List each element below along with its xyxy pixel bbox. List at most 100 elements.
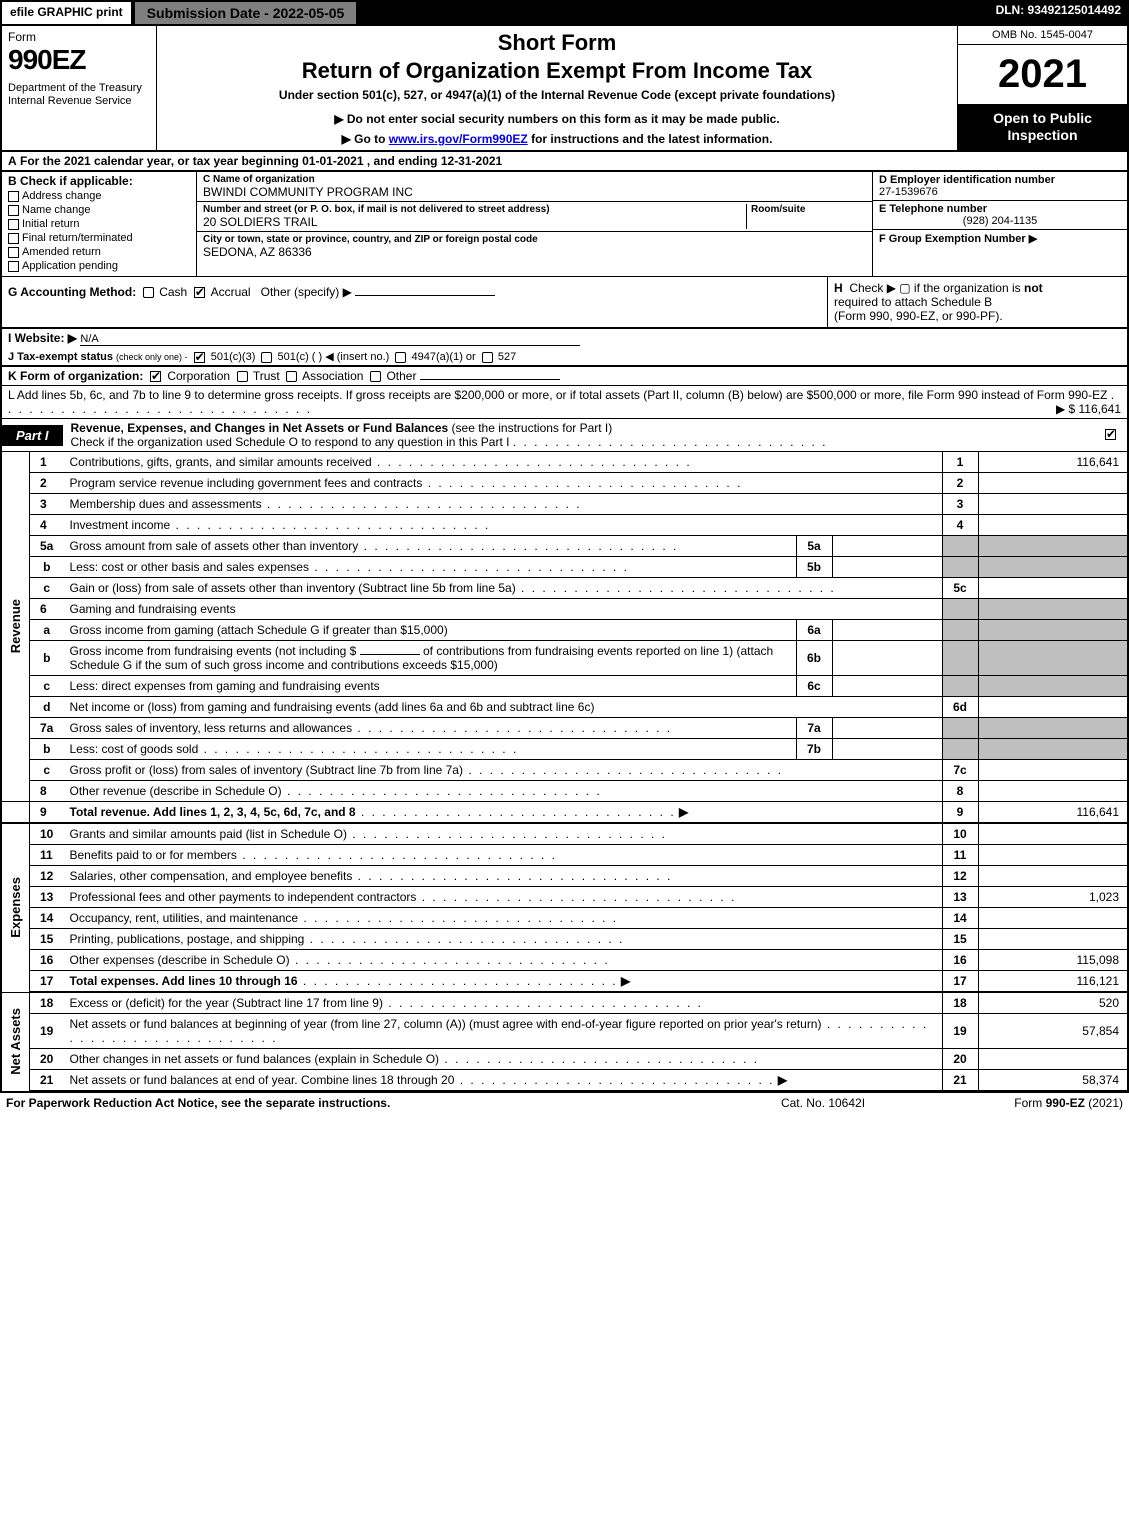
page-footer: For Paperwork Reduction Act Notice, see … bbox=[0, 1092, 1129, 1113]
line-rnum: 7c bbox=[942, 760, 978, 781]
line-13: 13 Professional fees and other payments … bbox=[1, 887, 1128, 908]
line-val: 116,641 bbox=[978, 802, 1128, 824]
line-num: 1 bbox=[30, 452, 64, 473]
line-7b: b Less: cost of goods sold 7b bbox=[1, 739, 1128, 760]
row-a-text: For the 2021 calendar year, or tax year … bbox=[20, 154, 502, 168]
efile-print-label[interactable]: efile GRAPHIC print bbox=[0, 0, 133, 26]
footer-form-bold: 990-EZ bbox=[1046, 1096, 1085, 1110]
chk-application-pending[interactable]: Application pending bbox=[8, 260, 190, 272]
line-rnum: 8 bbox=[942, 781, 978, 802]
header-right: OMB No. 1545-0047 2021 Open to Public In… bbox=[957, 26, 1127, 150]
line-num: 19 bbox=[30, 1014, 64, 1049]
part1-check-text: Check if the organization used Schedule … bbox=[71, 435, 510, 449]
line-val bbox=[978, 1049, 1128, 1070]
line-rnum: 9 bbox=[942, 802, 978, 824]
mini-label: 5b bbox=[796, 557, 832, 578]
g-other-blank[interactable] bbox=[355, 295, 495, 296]
chk-label: Amended return bbox=[22, 246, 101, 258]
checkbox-icon bbox=[8, 233, 19, 244]
line-val bbox=[978, 494, 1128, 515]
line-rnum: 12 bbox=[942, 866, 978, 887]
chk-initial-return[interactable]: Initial return bbox=[8, 218, 190, 230]
g-other: Other (specify) ▶ bbox=[261, 285, 352, 299]
row-h: H Check ▶ ▢ if the organization is not r… bbox=[827, 277, 1127, 327]
part1-tag: Part I bbox=[2, 425, 63, 446]
shade-cell bbox=[942, 641, 978, 676]
line-desc: Net income or (loss) from gaming and fun… bbox=[64, 697, 943, 718]
j-501c: 501(c) ( ) ◀ (insert no.) bbox=[278, 351, 390, 363]
line-rnum: 21 bbox=[942, 1070, 978, 1092]
org-addr-row: Number and street (or P. O. box, if mail… bbox=[197, 202, 872, 232]
line-val bbox=[978, 866, 1128, 887]
line-num: 16 bbox=[30, 950, 64, 971]
header-left: Form 990EZ Department of the Treasury In… bbox=[2, 26, 157, 150]
expenses-side-label: Expenses bbox=[1, 823, 30, 992]
line-20: 20 Other changes in net assets or fund b… bbox=[1, 1049, 1128, 1070]
checkbox-icon[interactable] bbox=[370, 371, 381, 382]
line-4: 4 Investment income 4 bbox=[1, 515, 1128, 536]
line-num: 3 bbox=[30, 494, 64, 515]
chk-address-change[interactable]: Address change bbox=[8, 190, 190, 202]
line-val: 57,854 bbox=[978, 1014, 1128, 1049]
header-mid: Short Form Return of Organization Exempt… bbox=[157, 26, 957, 150]
org-name-value: BWINDI COMMUNITY PROGRAM INC bbox=[203, 185, 866, 199]
line-6c: c Less: direct expenses from gaming and … bbox=[1, 676, 1128, 697]
line-num: 12 bbox=[30, 866, 64, 887]
line-rnum: 4 bbox=[942, 515, 978, 536]
part1-checkbox[interactable] bbox=[1097, 426, 1127, 444]
line-num: 11 bbox=[30, 845, 64, 866]
line-num: 4 bbox=[30, 515, 64, 536]
org-name-row: C Name of organization BWINDI COMMUNITY … bbox=[197, 172, 872, 202]
row-k: K Form of organization: Corporation Trus… bbox=[0, 365, 1129, 386]
line-rnum: 2 bbox=[942, 473, 978, 494]
mini-label: 6a bbox=[796, 620, 832, 641]
j-label: J Tax-exempt status bbox=[8, 351, 113, 363]
netassets-side-label: Net Assets bbox=[1, 992, 30, 1091]
chk-name-change[interactable]: Name change bbox=[8, 204, 190, 216]
line-val bbox=[978, 760, 1128, 781]
line-5b: b Less: cost or other basis and sales ex… bbox=[1, 557, 1128, 578]
line-6b-blank[interactable] bbox=[360, 654, 420, 655]
shade-cell bbox=[978, 718, 1128, 739]
line-desc: Printing, publications, postage, and shi… bbox=[64, 929, 943, 950]
shade-cell bbox=[942, 739, 978, 760]
k-other: Other bbox=[386, 369, 416, 383]
line-rnum: 5c bbox=[942, 578, 978, 599]
checkbox-icon[interactable] bbox=[194, 287, 205, 298]
phone-value: (928) 204-1135 bbox=[879, 215, 1121, 227]
j-527: 527 bbox=[498, 351, 516, 363]
line-desc: Gross income from gaming (attach Schedul… bbox=[64, 620, 797, 641]
line-rnum: 16 bbox=[942, 950, 978, 971]
line-desc: Less: cost of goods sold bbox=[64, 739, 797, 760]
checkbox-icon[interactable] bbox=[261, 352, 272, 363]
chk-label: Final return/terminated bbox=[22, 232, 133, 244]
mini-label: 7b bbox=[796, 739, 832, 760]
mini-val bbox=[832, 676, 942, 697]
line-num: 2 bbox=[30, 473, 64, 494]
line-rnum: 3 bbox=[942, 494, 978, 515]
line-16: 16 Other expenses (describe in Schedule … bbox=[1, 950, 1128, 971]
checkbox-icon[interactable] bbox=[237, 371, 248, 382]
h-text2: required to attach Schedule B bbox=[834, 295, 992, 309]
line-19: 19 Net assets or fund balances at beginn… bbox=[1, 1014, 1128, 1049]
k-other-blank[interactable] bbox=[420, 379, 560, 380]
checkbox-icon[interactable] bbox=[395, 352, 406, 363]
dln-label: DLN: 93492125014492 bbox=[988, 0, 1129, 26]
footer-cat-no: Cat. No. 10642I bbox=[723, 1096, 923, 1110]
checkbox-icon[interactable] bbox=[150, 371, 161, 382]
row-l: L Add lines 5b, 6c, and 7b to line 9 to … bbox=[0, 386, 1129, 419]
checkbox-icon[interactable] bbox=[143, 287, 154, 298]
checkbox-icon[interactable] bbox=[194, 352, 205, 363]
chk-amended-return[interactable]: Amended return bbox=[8, 246, 190, 258]
goto-post: for instructions and the latest informat… bbox=[528, 132, 773, 146]
irs-link[interactable]: www.irs.gov/Form990EZ bbox=[389, 132, 528, 146]
checkbox-icon[interactable] bbox=[482, 352, 493, 363]
org-city-row: City or town, state or province, country… bbox=[197, 232, 872, 261]
line-2: 2 Program service revenue including gove… bbox=[1, 473, 1128, 494]
j-4947: 4947(a)(1) or bbox=[412, 351, 476, 363]
line-desc: Salaries, other compensation, and employ… bbox=[64, 866, 943, 887]
chk-final-return[interactable]: Final return/terminated bbox=[8, 232, 190, 244]
line-10: Expenses 10 Grants and similar amounts p… bbox=[1, 823, 1128, 845]
g-cash: Cash bbox=[159, 285, 187, 299]
checkbox-icon[interactable] bbox=[286, 371, 297, 382]
